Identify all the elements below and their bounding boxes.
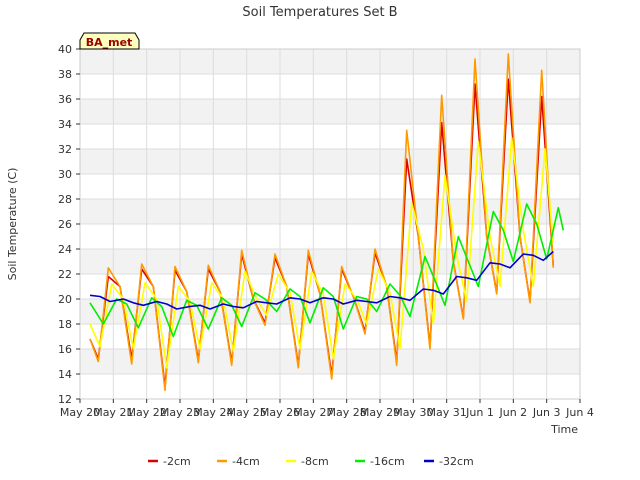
- x-tick-label: May 25: [227, 406, 267, 419]
- y-tick-label: 20: [58, 293, 72, 306]
- site-badge: BA_met: [79, 32, 140, 50]
- x-tick-label: Jun 4: [565, 406, 594, 419]
- x-tick-label: Jun 3: [532, 406, 561, 419]
- plot-band: [80, 149, 580, 174]
- legend-label: -32cm: [439, 455, 474, 468]
- y-tick-label: 26: [58, 218, 72, 231]
- x-tick-label: Jun 1: [465, 406, 494, 419]
- legend-label: -8cm: [301, 455, 329, 468]
- series-line-16cm: [89, 203, 565, 338]
- x-tick-label: May 27: [293, 406, 333, 419]
- legend-label: -16cm: [370, 455, 405, 468]
- series-lines: [89, 53, 565, 392]
- x-tick-label: Jun 2: [498, 406, 527, 419]
- legend: -2cm -4cm -8cm -16cm -32cm: [148, 455, 474, 468]
- y-tick-label: 30: [58, 168, 72, 181]
- y-tick-label: 28: [58, 193, 72, 206]
- legend-label: -2cm: [163, 455, 191, 468]
- y-tick-label: 40: [58, 43, 72, 56]
- plot-band: [80, 99, 580, 124]
- legend-label: -4cm: [232, 455, 260, 468]
- series-line-32cm: [89, 250, 554, 310]
- x-tick-label: May 21: [93, 406, 133, 419]
- y-tick-label: 38: [58, 68, 72, 81]
- y-tick-label: 24: [58, 243, 72, 256]
- y-tick-label: 18: [58, 318, 72, 331]
- legend-item: -32cm: [424, 455, 474, 468]
- x-tick-label: May 29: [360, 406, 400, 419]
- x-tick-label: May 30: [393, 406, 433, 419]
- plot-band: [80, 49, 580, 74]
- y-axis-ticks: 12 14 16 18 20 22 24 26 28 30 32 34 36 38 40: [58, 43, 80, 406]
- y-tick-label: 14: [58, 368, 72, 381]
- x-tick-label: May 23: [160, 406, 200, 419]
- x-tick-label: May 31: [427, 406, 467, 419]
- x-tick-label: May 22: [127, 406, 167, 419]
- chart-title: Soil Temperatures Set B: [242, 5, 397, 20]
- y-tick-label: 32: [58, 143, 72, 156]
- site-badge-label: BA_met: [86, 36, 133, 49]
- series-line-8cm: [89, 137, 555, 369]
- x-tick-label: May 24: [193, 406, 233, 419]
- y-tick-label: 12: [58, 393, 72, 406]
- x-tick-label: May 20: [60, 406, 100, 419]
- plot-band: [80, 199, 580, 224]
- y-axis-label: Soil Temperature (C): [6, 168, 19, 281]
- x-axis-label: Time: [550, 423, 578, 436]
- y-tick-label: 36: [58, 93, 72, 106]
- legend-item: -4cm: [217, 455, 260, 468]
- legend-item: -2cm: [148, 455, 191, 468]
- y-tick-label: 22: [58, 268, 72, 281]
- series-line-4cm: [89, 53, 555, 392]
- x-tick-label: May 26: [260, 406, 300, 419]
- plot-band: [80, 249, 580, 274]
- legend-item: -8cm: [286, 455, 329, 468]
- y-tick-label: 34: [58, 118, 72, 131]
- y-tick-label: 16: [58, 343, 72, 356]
- x-tick-label: May 28: [327, 406, 367, 419]
- legend-item: -16cm: [355, 455, 405, 468]
